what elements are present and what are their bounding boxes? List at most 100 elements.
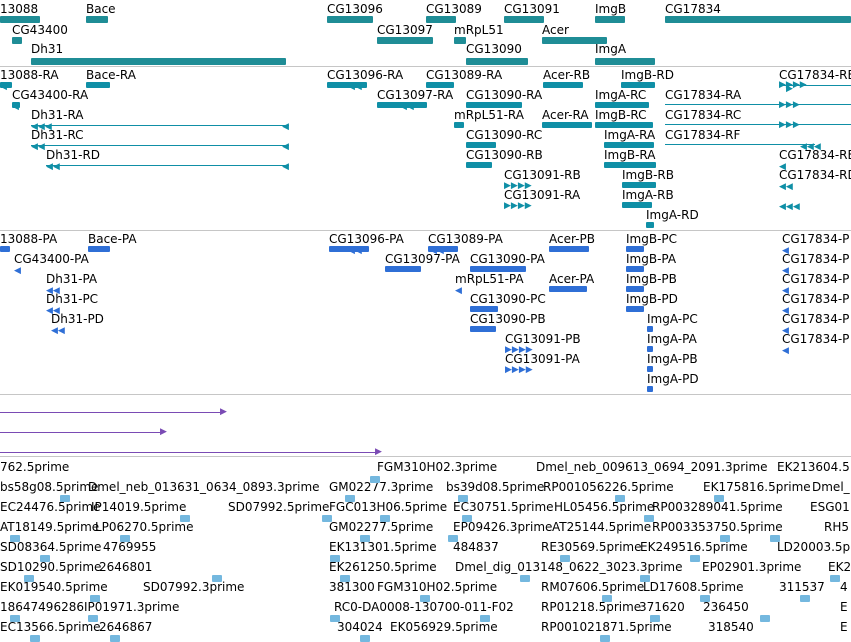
feature-glyph[interactable] — [385, 266, 421, 272]
est-glyph[interactable] — [458, 495, 468, 502]
feature-label[interactable]: 2646801 — [99, 560, 153, 574]
est-glyph[interactable] — [340, 575, 350, 582]
feature-label[interactable]: CG17834-RD — [779, 168, 851, 182]
feature-label[interactable]: Acer — [542, 23, 569, 37]
feature-glyph[interactable] — [0, 246, 10, 252]
feature-label[interactable]: FGM310H02.5prime — [377, 580, 498, 594]
feature-label[interactable]: ImgA-PD — [647, 372, 699, 386]
est-glyph[interactable] — [770, 535, 780, 542]
feature-label[interactable]: CG17834-RB — [779, 148, 851, 162]
feature-label[interactable]: Dh31-PA — [46, 272, 98, 286]
est-glyph[interactable] — [720, 535, 730, 542]
feature-glyph[interactable] — [549, 286, 587, 292]
est-glyph[interactable] — [330, 615, 340, 622]
feature-label[interactable]: Dmel_ — [812, 480, 850, 494]
feature-label[interactable]: CG13097 — [377, 23, 433, 37]
feature-label[interactable]: CG17834-RF — [665, 128, 741, 142]
est-glyph[interactable] — [345, 495, 355, 502]
est-glyph[interactable] — [10, 615, 20, 622]
feature-glyph[interactable] — [604, 162, 656, 168]
feature-label[interactable]: CG13091-RA — [504, 188, 581, 202]
feature-glyph[interactable] — [31, 58, 286, 65]
feature-label[interactable]: 13088 — [0, 2, 39, 16]
feature-label[interactable]: CG17834-P — [782, 272, 850, 286]
feature-label[interactable]: RE30569.5prime — [541, 540, 642, 554]
feature-label[interactable]: 484837 — [453, 540, 499, 554]
feature-label[interactable]: Dh31-RC — [31, 128, 84, 142]
est-glyph[interactable] — [380, 515, 390, 522]
est-glyph[interactable] — [120, 535, 130, 542]
est-glyph[interactable] — [602, 595, 612, 602]
feature-label[interactable]: 4769955 — [103, 540, 157, 554]
feature-label[interactable]: EC30751.5prime — [453, 500, 554, 514]
feature-label[interactable]: IP01971.3prime — [84, 600, 180, 614]
feature-glyph[interactable] — [466, 102, 522, 108]
feature-glyph[interactable] — [665, 16, 851, 23]
feature-glyph[interactable] — [626, 246, 644, 252]
feature-label[interactable]: mRpL51-PA — [455, 272, 524, 286]
feature-label[interactable]: mRpL51-RA — [454, 108, 524, 122]
feature-label[interactable]: EC13566.5prime — [0, 620, 101, 634]
feature-glyph[interactable] — [595, 102, 649, 108]
feature-label[interactable]: 236450 — [703, 600, 749, 614]
est-glyph[interactable] — [448, 535, 458, 542]
feature-label[interactable]: Dh31 — [31, 42, 64, 56]
est-glyph[interactable] — [560, 555, 570, 562]
feature-glyph[interactable] — [647, 346, 653, 352]
est-glyph[interactable] — [420, 595, 430, 602]
feature-label[interactable]: ImgB — [595, 2, 627, 16]
feature-label[interactable]: RP001021871.5prime — [541, 620, 672, 634]
feature-glyph[interactable] — [604, 142, 654, 148]
est-glyph[interactable] — [520, 575, 530, 582]
feature-label[interactable]: CG17834-RA — [665, 88, 742, 102]
feature-label[interactable]: CG13091-PB — [505, 332, 581, 346]
feature-glyph[interactable] — [543, 82, 583, 88]
feature-label[interactable]: LD17608.5prime — [643, 580, 744, 594]
feature-label[interactable]: 2646867 — [99, 620, 153, 634]
est-glyph[interactable] — [90, 595, 100, 602]
feature-label[interactable]: EK019540.5prime — [0, 580, 108, 594]
feature-glyph[interactable] — [466, 142, 496, 148]
feature-label[interactable]: ImgA-RD — [646, 208, 699, 222]
feature-label[interactable]: CG13090-RA — [466, 88, 543, 102]
feature-label[interactable]: CG13097-RA — [377, 88, 454, 102]
est-glyph[interactable] — [600, 635, 610, 642]
feature-label[interactable]: LD20003.5pr — [777, 540, 851, 554]
est-glyph[interactable] — [330, 555, 340, 562]
feature-label[interactable]: RC0-DA0008-130700-011-F02 — [334, 600, 514, 614]
feature-label[interactable]: 13088-PA — [0, 232, 58, 246]
feature-label[interactable]: CG13090-RC — [466, 128, 543, 142]
feature-label[interactable]: 304024 — [337, 620, 383, 634]
feature-label[interactable]: SD07992.3prime — [143, 580, 245, 594]
est-glyph[interactable] — [644, 515, 654, 522]
feature-label[interactable]: CG13089-RA — [426, 68, 503, 82]
feature-glyph[interactable] — [86, 82, 110, 88]
feature-glyph[interactable] — [647, 326, 653, 332]
feature-glyph[interactable] — [327, 82, 367, 88]
feature-label[interactable]: Acer-PA — [549, 272, 595, 286]
feature-label[interactable]: 4 — [840, 580, 848, 594]
feature-label[interactable]: GM02277.3prime — [329, 480, 434, 494]
feature-label[interactable]: SD10290.5prime — [0, 560, 102, 574]
feature-label[interactable]: Dh31-RD — [46, 148, 101, 162]
feature-label[interactable]: CG43400-RA — [12, 88, 89, 102]
feature-glyph[interactable] — [622, 182, 656, 188]
feature-label[interactable]: RH5 — [824, 520, 849, 534]
feature-label[interactable]: RP001056226.5prime — [543, 480, 674, 494]
feature-label[interactable]: CG43400 — [12, 23, 68, 37]
feature-label[interactable]: ImgB-PC — [626, 232, 678, 246]
feature-glyph[interactable] — [0, 16, 40, 23]
feature-label[interactable]: ImgB-PB — [626, 272, 677, 286]
feature-label[interactable]: EK056929.5prime — [390, 620, 498, 634]
feature-glyph[interactable] — [542, 122, 592, 128]
feature-glyph[interactable] — [86, 16, 108, 23]
est-glyph[interactable] — [615, 495, 625, 502]
feature-label[interactable]: Bace-RA — [86, 68, 136, 82]
feature-glyph[interactable] — [454, 37, 466, 44]
est-glyph[interactable] — [10, 535, 20, 542]
feature-label[interactable]: Acer-PB — [549, 232, 595, 246]
feature-label[interactable]: RM07606.5prime — [541, 580, 645, 594]
feature-label[interactable]: CG13091-PA — [505, 352, 580, 366]
feature-label[interactable]: EP09426.3prime — [453, 520, 553, 534]
feature-label[interactable]: CG17834-P — [782, 292, 850, 306]
